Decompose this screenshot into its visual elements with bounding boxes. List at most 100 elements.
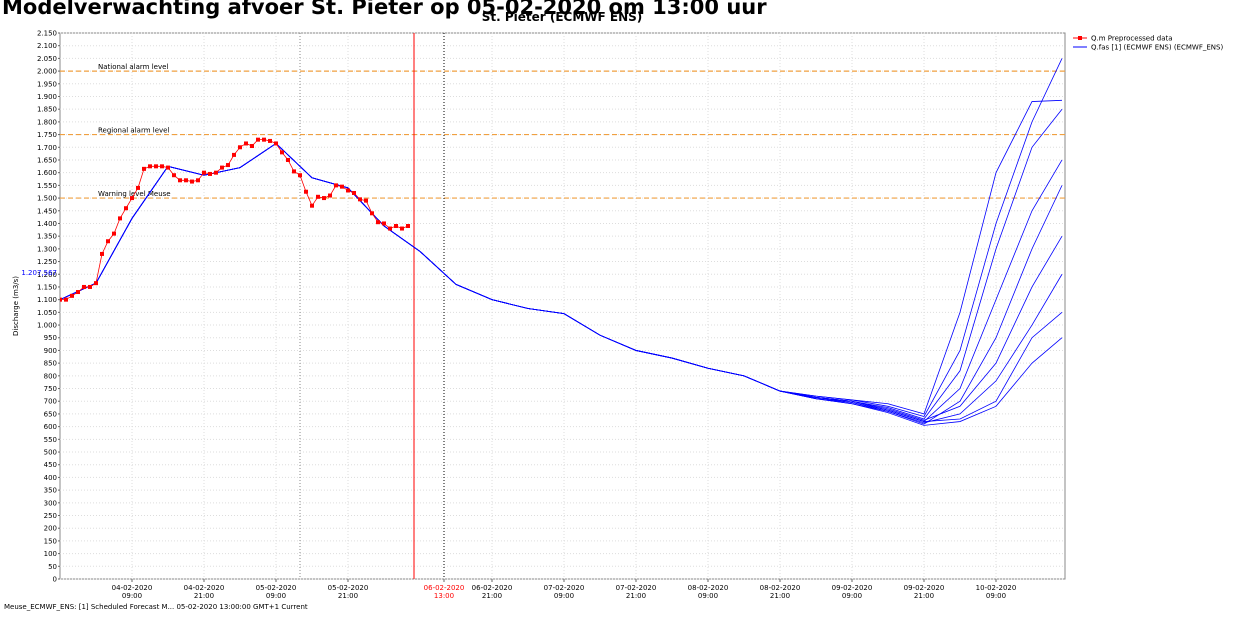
y-tick-label: 1.950 (37, 80, 57, 88)
y-tick-label: 250 (44, 512, 57, 520)
data-point (238, 145, 242, 150)
data-point (226, 163, 230, 168)
chart-subtitle: St. Pieter (ECMWF ENS) (482, 10, 643, 24)
y-tick-label: 1.250 (37, 258, 57, 266)
y-tick-label: 1.750 (37, 131, 57, 139)
x-tick-label: 06-02-2020 13:00 (424, 584, 465, 600)
data-point (76, 290, 80, 295)
data-point (64, 297, 68, 302)
y-tick-label: 1.700 (37, 144, 57, 152)
data-point (364, 198, 368, 203)
data-point (286, 157, 290, 162)
data-point (292, 169, 296, 174)
data-point (244, 141, 248, 146)
data-point (250, 144, 254, 149)
data-point (334, 183, 338, 188)
data-point (118, 216, 122, 221)
chart-title: Modelverwachting afvoer St. Pieter op 05… (2, 0, 767, 19)
y-tick-label: 1.600 (37, 169, 57, 177)
data-point (100, 251, 104, 256)
x-tick-label: 08-02-2020 21:00 (760, 584, 801, 600)
plot-area (60, 58, 1063, 426)
data-point (136, 185, 140, 190)
data-point (304, 189, 308, 194)
legend-label: Q.m Preprocessed data (1091, 35, 1173, 43)
threshold-label: National alarm level (98, 63, 168, 71)
x-tick-label: 04-02-2020 09:00 (112, 584, 153, 600)
x-tick-label: 05-02-2020 21:00 (328, 584, 369, 600)
data-point (70, 293, 74, 298)
data-point (406, 224, 410, 229)
x-tick-label: 07-02-2020 21:00 (616, 584, 657, 600)
data-point (112, 231, 116, 236)
data-point (370, 211, 374, 216)
data-point (202, 170, 206, 175)
y-tick-label: 800 (44, 372, 57, 380)
data-point (298, 173, 302, 178)
data-point (88, 284, 92, 289)
x-tick-label: 07-02-2020 09:00 (544, 584, 585, 600)
y-tick-label: 2.100 (37, 42, 57, 50)
y-tick-label: 50 (48, 563, 57, 571)
series-line (60, 142, 1063, 426)
y-tick-label: 200 (44, 525, 57, 533)
x-tick-label: 05-02-2020 09:00 (256, 584, 297, 600)
data-point (178, 178, 182, 183)
y-tick-label: 1.200 (37, 271, 57, 279)
data-point (208, 171, 212, 176)
data-point (310, 203, 314, 208)
y-tick-label: 1.050 (37, 309, 57, 317)
y-tick-label: 100 (44, 550, 57, 558)
data-point (196, 178, 200, 183)
footer: Meuse_ECMWF_ENS: [1] Scheduled Forecast … (4, 603, 308, 611)
data-point (256, 137, 260, 142)
y-tick-label: 600 (44, 423, 57, 431)
y-tick-label: 1.550 (37, 182, 57, 190)
y-tick-label: 1.000 (37, 322, 57, 330)
data-point (130, 196, 134, 201)
data-point (328, 193, 332, 198)
data-point (274, 141, 278, 146)
data-point (166, 165, 170, 170)
threshold-label: Regional alarm level (98, 127, 169, 135)
y-tick-label: 550 (44, 436, 57, 444)
data-point (376, 220, 380, 225)
legend-label: Q.fas [1] (ECMWF ENS) (ECMWF_ENS) (1091, 44, 1223, 52)
data-point (388, 226, 392, 231)
data-point (214, 170, 218, 175)
y-tick-label: 750 (44, 385, 57, 393)
data-point (232, 152, 236, 157)
y-tick-label: 150 (44, 537, 57, 545)
plot-frame (59, 32, 1066, 580)
data-point (340, 184, 344, 189)
y-tick-label: 1.800 (37, 118, 57, 126)
data-point (190, 179, 194, 184)
data-point (352, 190, 356, 195)
y-marker-label: 1.207,567 (21, 269, 57, 277)
y-tick-label: 700 (44, 398, 57, 406)
data-point (394, 224, 398, 229)
y-tick-label: 950 (44, 334, 57, 342)
y-tick-label: 1.350 (37, 233, 57, 241)
data-point (142, 166, 146, 171)
data-point (400, 226, 404, 231)
data-point (124, 206, 128, 211)
x-tick-label: 08-02-2020 09:00 (688, 584, 729, 600)
y-tick-label: 900 (44, 347, 57, 355)
y-tick-label: 1.900 (37, 93, 57, 101)
x-tick-label: 06-02-2020 21:00 (472, 584, 513, 600)
data-point (280, 150, 284, 155)
x-tick-label: 09-02-2020 21:00 (904, 584, 945, 600)
y-tick-label: 350 (44, 487, 57, 495)
data-point (160, 164, 164, 169)
y-tick-label: 300 (44, 499, 57, 507)
x-tick-label: 04-02-2020 21:00 (184, 584, 225, 600)
data-point (382, 221, 386, 226)
y-tick-label: 1.650 (37, 156, 57, 164)
y-tick-label: 1.500 (37, 195, 57, 203)
y-tick-label: 2.150 (37, 30, 57, 38)
data-point (268, 138, 272, 143)
y-tick-label: 1.850 (37, 106, 57, 114)
